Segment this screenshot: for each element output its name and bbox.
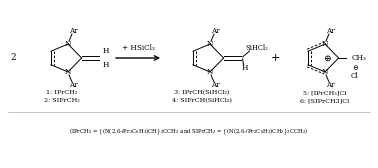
Text: 3: IPrCH(SiHCl₂): 3: IPrCH(SiHCl₂) (174, 90, 230, 96)
Text: ⊖: ⊖ (352, 64, 358, 72)
Text: Ar: Ar (211, 81, 219, 89)
Text: H: H (102, 61, 109, 69)
Text: (IPrCH$_2$ = {(N(2,6-$i$Pr$_2$C$_6$H$_3$)CH}$_2$CCH$_2$ and SIPrCH$_2$ = {(N(2,6: (IPrCH$_2$ = {(N(2,6-$i$Pr$_2$C$_6$H$_3$… (69, 127, 309, 137)
Text: CH₃: CH₃ (352, 54, 367, 62)
Text: 4: SIPrCH(SiHCl₂): 4: SIPrCH(SiHCl₂) (172, 98, 232, 103)
Text: 6: [SIPrCH3]Cl: 6: [SIPrCH3]Cl (301, 98, 350, 103)
Text: ⊕: ⊕ (323, 53, 331, 62)
Text: N: N (322, 68, 328, 76)
Text: 2: SIPrCH₂: 2: SIPrCH₂ (44, 98, 80, 103)
Text: Ar: Ar (211, 27, 219, 35)
Text: N: N (65, 68, 71, 76)
Text: N: N (207, 68, 213, 76)
Text: N: N (65, 40, 71, 48)
Text: Ar: Ar (69, 27, 77, 35)
Text: 2: 2 (10, 53, 16, 62)
Text: N: N (207, 40, 213, 48)
Text: +: + (270, 53, 280, 63)
Text: H: H (102, 47, 109, 55)
Text: Cl: Cl (351, 72, 359, 80)
Text: Ar: Ar (326, 81, 334, 89)
Text: N: N (322, 40, 328, 48)
Text: + HSiCl₃: + HSiCl₃ (122, 44, 155, 52)
Text: Ar: Ar (69, 81, 77, 89)
Text: Ar: Ar (326, 27, 334, 35)
Text: 1: IPrCH₂: 1: IPrCH₂ (46, 91, 78, 95)
Text: H: H (241, 64, 248, 72)
Text: SiHCl₂: SiHCl₂ (245, 44, 268, 52)
Text: 5: [IPrCH₃]Cl: 5: [IPrCH₃]Cl (303, 91, 347, 95)
